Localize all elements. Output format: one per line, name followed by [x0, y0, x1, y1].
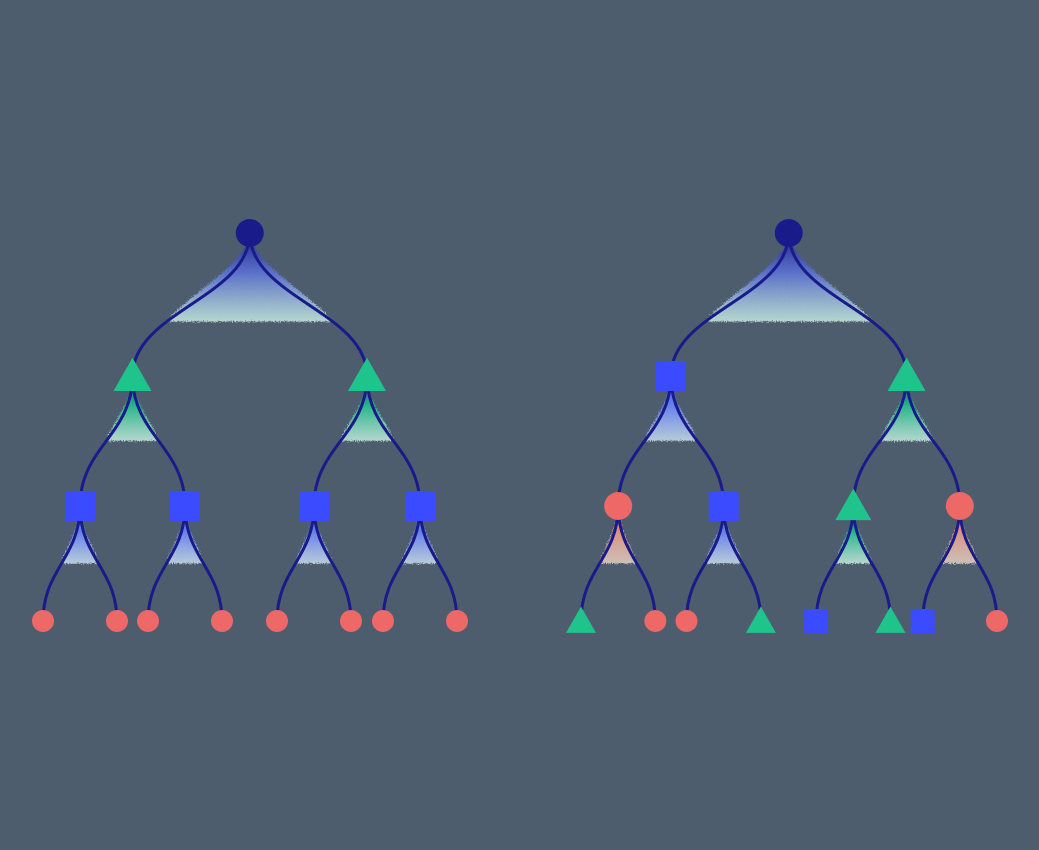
triangle-node — [566, 606, 596, 633]
circle-node — [604, 492, 633, 520]
circle-node — [644, 610, 667, 632]
circle-node — [340, 610, 362, 632]
triangle-node — [348, 357, 386, 391]
tree-edge — [958, 504, 999, 623]
tree-edge — [616, 504, 657, 623]
tree-edge — [418, 504, 459, 623]
triangle-node — [835, 488, 872, 521]
square-node — [299, 491, 329, 521]
circle-node — [372, 610, 394, 632]
tree-edge — [41, 504, 82, 623]
tree-edge — [851, 374, 909, 508]
circle-node — [945, 492, 974, 520]
branch-fan — [166, 233, 333, 322]
branch-fan — [106, 376, 159, 441]
tree-edge — [365, 374, 422, 508]
tree-edge — [616, 374, 673, 508]
tree-edge — [275, 504, 316, 623]
triangle-node — [875, 606, 906, 633]
circle-node — [106, 610, 128, 632]
square-node — [804, 609, 829, 633]
circle-node — [675, 610, 698, 632]
tree-edge — [131, 374, 187, 508]
tree-edge — [787, 231, 909, 378]
tree-edge — [814, 504, 855, 623]
branch-fan — [705, 233, 873, 322]
tree-edge — [146, 504, 187, 623]
circle-node — [446, 610, 468, 632]
root-circle-node — [774, 219, 803, 247]
tree-edge — [78, 374, 134, 508]
square-node — [708, 491, 739, 521]
square-node — [170, 491, 200, 521]
circle-node — [137, 610, 159, 632]
branch-fan — [644, 376, 698, 441]
triangle-node — [887, 357, 926, 391]
square-node — [910, 609, 935, 633]
tree-edge — [312, 374, 369, 508]
tree-edge — [131, 231, 252, 378]
square-node — [65, 491, 95, 521]
triangle-node — [113, 357, 152, 391]
triangle-node — [745, 606, 776, 633]
tree-edge — [312, 504, 353, 623]
tree-edge — [248, 231, 369, 378]
tree-edge — [685, 504, 726, 623]
tree-edge — [722, 504, 763, 623]
root-circle-node — [235, 219, 264, 247]
square-node — [405, 491, 435, 521]
branch-fan — [879, 376, 934, 441]
tree-edge — [669, 231, 791, 378]
left-tree — [32, 219, 468, 632]
tree-edge — [183, 504, 224, 623]
tree-edge — [669, 374, 726, 508]
tree-edge — [905, 374, 962, 508]
tree-edge — [381, 504, 422, 623]
circle-node — [211, 610, 233, 632]
right-tree — [566, 219, 1008, 633]
tree-edge — [851, 504, 892, 623]
tree-edge — [78, 504, 119, 623]
branch-fan — [340, 376, 394, 441]
square-node — [655, 361, 686, 391]
tree-edge — [921, 504, 962, 623]
tree-edge — [579, 504, 620, 623]
circle-node — [32, 610, 54, 632]
circle-node — [266, 610, 288, 632]
circle-node — [986, 610, 1008, 632]
